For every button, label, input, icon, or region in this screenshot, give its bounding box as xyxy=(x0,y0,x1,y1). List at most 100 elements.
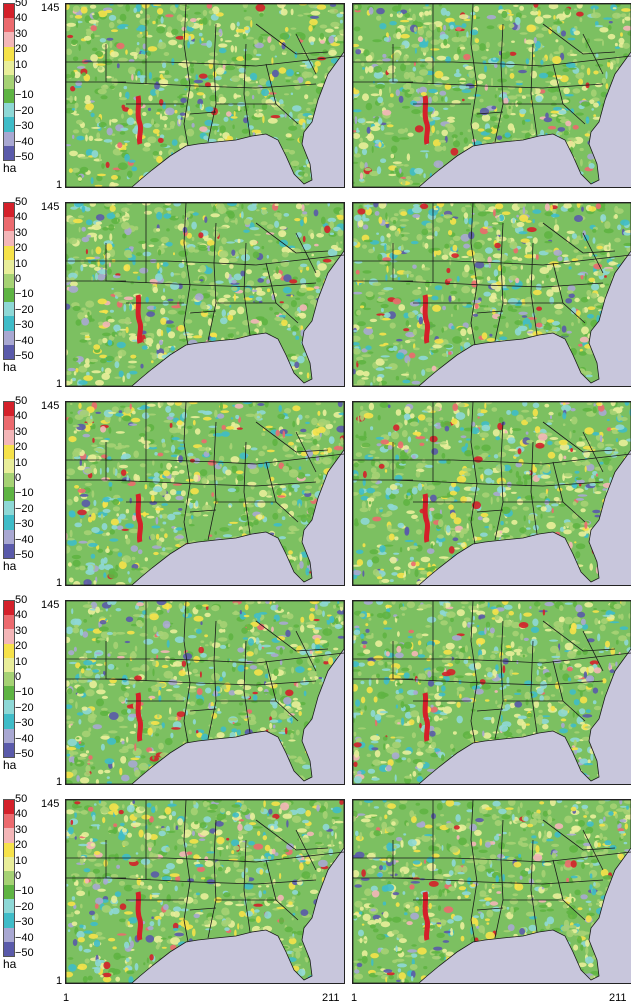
anomaly-cell xyxy=(254,578,257,581)
anomaly-cell xyxy=(562,352,572,356)
state-border xyxy=(207,23,217,143)
anomaly-cell xyxy=(118,328,127,331)
anomaly-cell xyxy=(175,527,183,531)
anomaly-cell xyxy=(566,169,575,178)
anomaly-cell xyxy=(340,110,344,117)
state-border xyxy=(295,33,317,75)
anomaly-cell xyxy=(413,26,417,33)
anomaly-cell xyxy=(601,77,607,84)
anomaly-cell xyxy=(326,569,331,576)
anomaly-cell xyxy=(303,12,312,15)
anomaly-cell xyxy=(439,34,449,40)
anomaly-cell xyxy=(326,325,331,331)
anomaly-cell xyxy=(73,218,83,224)
anomaly-cell xyxy=(547,419,554,423)
anomaly-cell xyxy=(403,71,410,80)
anomaly-cell xyxy=(362,470,367,479)
anomaly-cell xyxy=(457,80,467,83)
anomaly-cell xyxy=(540,370,549,374)
anomaly-cell xyxy=(535,580,539,585)
anomaly-cell xyxy=(281,562,284,568)
anomaly-cell xyxy=(321,534,329,539)
anomaly-cell xyxy=(576,11,584,17)
anomaly-cell xyxy=(219,351,229,360)
anomaly-cell xyxy=(548,165,557,173)
anomaly-cell xyxy=(247,81,255,84)
anomaly-cell xyxy=(535,254,539,260)
anomaly-cell xyxy=(197,577,203,581)
anomaly-cell xyxy=(613,100,623,107)
anomaly-cell xyxy=(214,559,223,568)
anomaly-cell xyxy=(85,358,90,365)
anomaly-cell xyxy=(389,13,393,18)
anomaly-cell xyxy=(233,293,236,302)
anomaly-cell xyxy=(361,354,372,358)
anomaly-cell xyxy=(595,305,606,309)
anomaly-cell xyxy=(468,177,477,185)
anomaly-cell xyxy=(145,296,149,303)
anomaly-cell xyxy=(244,115,249,118)
anomaly-cell xyxy=(552,169,557,176)
anomaly-cell xyxy=(273,106,284,111)
anomaly-cell xyxy=(96,63,106,66)
anomaly-cell xyxy=(507,156,510,160)
anomaly-cell xyxy=(535,33,544,38)
anomaly-cell xyxy=(117,218,120,223)
anomaly-cell xyxy=(179,5,188,10)
anomaly-cell xyxy=(544,231,553,239)
anomaly-cell xyxy=(179,428,189,435)
anomaly-cell xyxy=(490,116,497,122)
anomaly-cell xyxy=(231,75,241,83)
anomaly-cell xyxy=(501,572,512,578)
anomaly-cell xyxy=(545,181,550,187)
anomaly-cell xyxy=(464,216,469,225)
anomaly-cell xyxy=(248,295,255,299)
anomaly-cell xyxy=(619,137,627,141)
anomaly-cell xyxy=(567,179,574,185)
anomaly-cell xyxy=(424,10,430,16)
anomaly-cell xyxy=(150,533,156,541)
anomaly-cell xyxy=(491,259,501,263)
anomaly-cell xyxy=(353,133,361,139)
anomaly-cell xyxy=(176,428,181,433)
anomaly-cell xyxy=(429,507,435,512)
anomaly-cell xyxy=(471,44,480,52)
anomaly-cell xyxy=(377,253,383,261)
anomaly-cell xyxy=(511,363,515,369)
anomaly-cell xyxy=(102,508,111,513)
anomaly-cell xyxy=(209,245,216,252)
anomaly-cell xyxy=(244,561,251,568)
anomaly-cell xyxy=(161,115,168,121)
anomaly-cell xyxy=(435,217,444,223)
anomaly-cell xyxy=(160,16,164,24)
state-border xyxy=(470,203,478,346)
anomaly-cell xyxy=(584,133,590,137)
anomaly-cell xyxy=(144,337,154,346)
anomaly-cell xyxy=(550,277,556,283)
anomaly-cell xyxy=(384,132,394,135)
anomaly-cell xyxy=(529,545,538,552)
anomaly-cell xyxy=(267,485,275,488)
anomaly-cell xyxy=(221,540,227,544)
anomaly-cell xyxy=(229,375,234,382)
anomaly-cell xyxy=(315,402,322,406)
anomaly-cell xyxy=(532,402,540,409)
anomaly-cell xyxy=(127,571,130,575)
anomaly-cell xyxy=(118,300,129,303)
colorbar-tick-label: −30 xyxy=(15,120,34,133)
anomaly-cell xyxy=(328,572,338,577)
anomaly-cell xyxy=(411,206,422,214)
anomaly-cell xyxy=(72,129,80,134)
anomaly-cell xyxy=(102,332,111,337)
anomaly-cell xyxy=(245,179,254,183)
anomaly-cell xyxy=(396,338,403,342)
anomaly-cell xyxy=(327,308,334,315)
map-panel xyxy=(352,3,631,188)
anomaly-cell xyxy=(619,177,626,181)
anomaly-cell xyxy=(110,29,119,33)
anomaly-cell xyxy=(180,239,186,246)
anomaly-cell xyxy=(73,71,81,79)
anomaly-cell xyxy=(499,331,503,335)
anomaly-cell xyxy=(290,8,294,16)
anomaly-cell xyxy=(281,303,290,310)
